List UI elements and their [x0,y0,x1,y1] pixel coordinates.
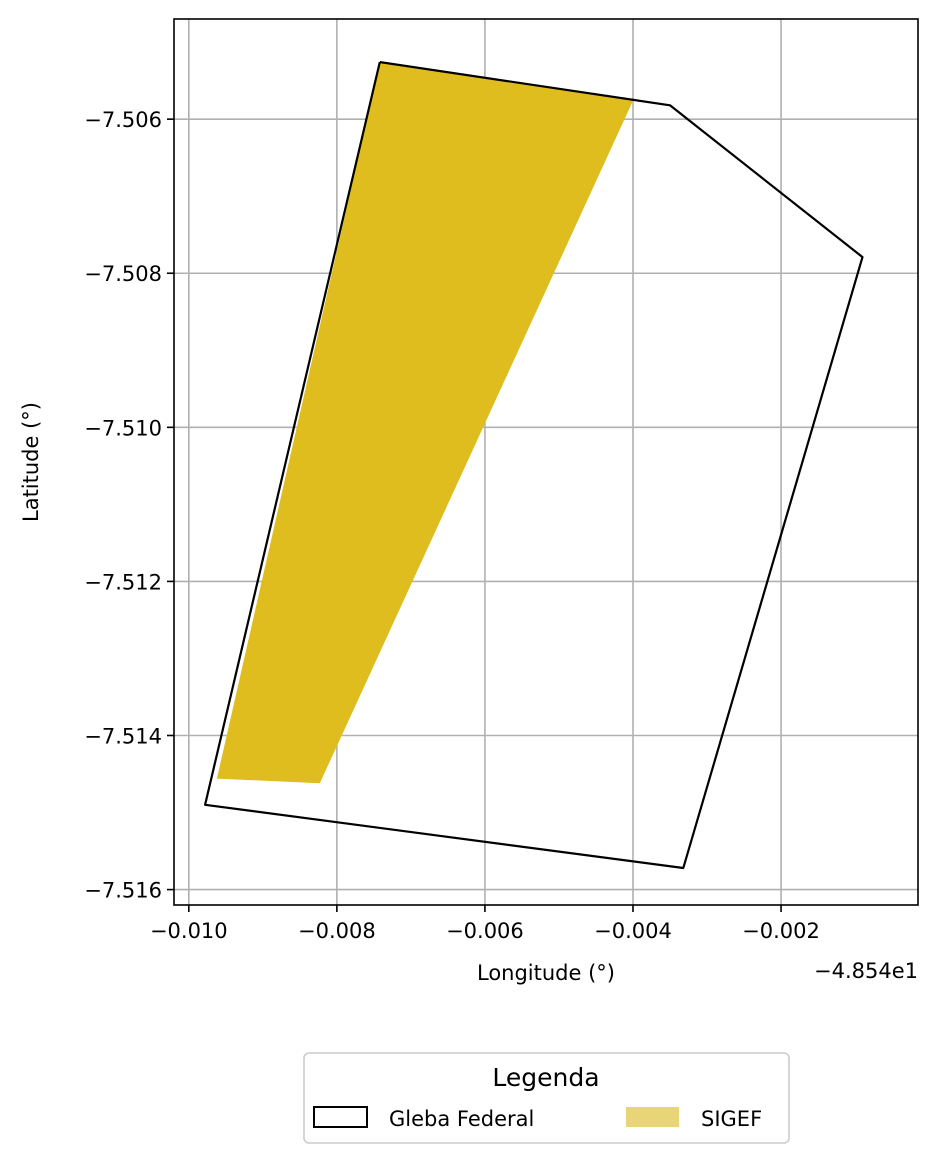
y-tick-label-1: −7.508 [84,262,162,286]
legend-swatch-sigef [626,1107,679,1127]
legend: Legenda Gleba Federal SIGEF [303,1052,790,1144]
y-axis-label: Latitude (°) [19,402,43,522]
x-axis-offset-label: −4.854e1 [814,959,918,983]
y-tick-label-4: −7.514 [84,725,162,749]
data-layer [204,61,864,870]
y-tick-label-0: −7.506 [84,108,162,132]
plot-frame [173,18,919,906]
x-tick-label-1: −0.008 [298,919,376,943]
legend-label-sigef: SIGEF [701,1107,762,1131]
x-axis-label: Longitude (°) [477,961,615,985]
x-tick-label-0: −0.010 [150,919,228,943]
outline-gleba-federal [204,61,864,870]
x-tick-label-2: −0.006 [446,919,524,943]
y-tick-label-3: −7.512 [84,570,162,594]
x-tick-label-4: −0.002 [742,919,820,943]
legend-title: Legenda [492,1063,599,1092]
legend-label-gleba-federal: Gleba Federal [389,1107,534,1131]
x-tick-label-3: −0.004 [594,919,672,943]
y-tick-label-5: −7.516 [84,879,162,903]
y-tick-label-2: −7.510 [84,416,162,440]
polygon-sigef [216,62,633,784]
tick-layer: −0.010 −0.008 −0.006 −0.004 −0.002 −7.506 −7.5… [84,108,820,943]
legend-swatch-gleba-federal [313,1106,368,1128]
